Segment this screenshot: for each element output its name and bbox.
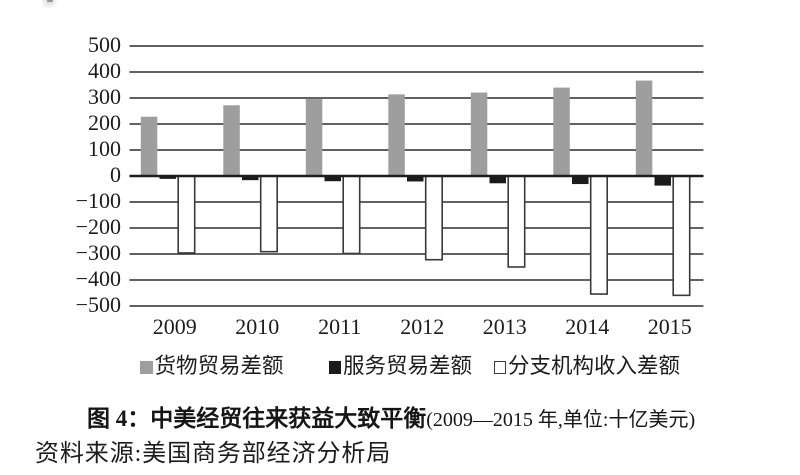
scan-artifact [42, 0, 58, 9]
y-tick-label-500: 500 [88, 32, 121, 57]
x-tick-label-2011: 2011 [318, 314, 362, 339]
legend-swatch-gray-square [140, 361, 153, 374]
bar-series0-2014 [553, 87, 570, 176]
bar-series1-2013 [489, 176, 506, 184]
caption-bold-text: 图 4：中美经贸往来获益大致平衡 [87, 406, 427, 431]
x-tick-label-2013: 2013 [482, 314, 527, 339]
y-tick-label--400: −400 [75, 266, 121, 291]
bar-series0-2015 [635, 80, 653, 176]
x-tick-label-2010: 2010 [235, 314, 280, 339]
bar-series0-2011 [305, 99, 323, 176]
legend-item-services: 服务贸易差额 [328, 354, 473, 378]
legend-label-services: 服务贸易差额 [343, 354, 473, 378]
bar-series0-2010 [223, 105, 240, 176]
figure-caption: 图 4：中美经贸往来获益大致平衡(2009—2015 年,单位:十亿美元) [87, 399, 695, 433]
legend-label-branch: 分支机构收入差额 [508, 354, 681, 378]
bar-series0-2009 [140, 116, 158, 176]
bar-series1-2012 [407, 176, 424, 182]
x-tick-label-2009: 2009 [152, 314, 197, 339]
source-note: 资料来源:美国商务部经济分析局 [35, 441, 392, 467]
x-tick-label-2014: 2014 [565, 314, 610, 339]
scan-artifact-dot [47, 0, 53, 2]
bar-series1-2011 [324, 176, 341, 182]
bar-series2-2010 [259, 175, 279, 253]
bar-series1-2010 [242, 176, 259, 181]
y-tick-label--300: −300 [75, 240, 121, 265]
legend-swatch-white-square [493, 361, 506, 374]
y-tick-label-0: 0 [110, 162, 121, 187]
bar-series1-2009 [159, 176, 176, 179]
bar-series2-2011 [342, 175, 361, 255]
legend-swatch-black-square [328, 361, 341, 374]
bar-series2-2013 [507, 175, 526, 268]
legend-item-goods: 货物贸易差额 [140, 355, 284, 377]
bar-series2-2015 [672, 175, 691, 297]
y-tick-label-200: 200 [88, 110, 121, 135]
y-tick-label-100: 100 [88, 136, 121, 161]
bar-series1-2014 [572, 176, 589, 185]
y-tick-label--500: −500 [75, 292, 121, 317]
legend-label-goods: 货物贸易差额 [154, 354, 284, 378]
bar-series1-2015 [654, 176, 671, 186]
y-tick-label-300: 300 [88, 84, 121, 109]
bar-series2-2012 [424, 175, 444, 261]
x-tick-label-2015: 2015 [647, 314, 692, 339]
legend-item-branch: 分支机构收入差额 [493, 354, 681, 378]
bar-chart [129, 45, 704, 307]
y-tick-label--200: −200 [75, 214, 121, 239]
y-tick-label--100: −100 [75, 188, 121, 213]
x-tick-label-2012: 2012 [400, 314, 445, 339]
bar-series2-2014 [589, 175, 609, 295]
bar-series0-2013 [470, 92, 488, 176]
y-tick-label-400: 400 [88, 58, 121, 83]
bar-series2-2009 [177, 175, 196, 254]
bar-series0-2012 [388, 94, 405, 176]
caption-paren-text: (2009—2015 年,单位:十亿美元) [426, 409, 696, 431]
bars [140, 80, 691, 297]
